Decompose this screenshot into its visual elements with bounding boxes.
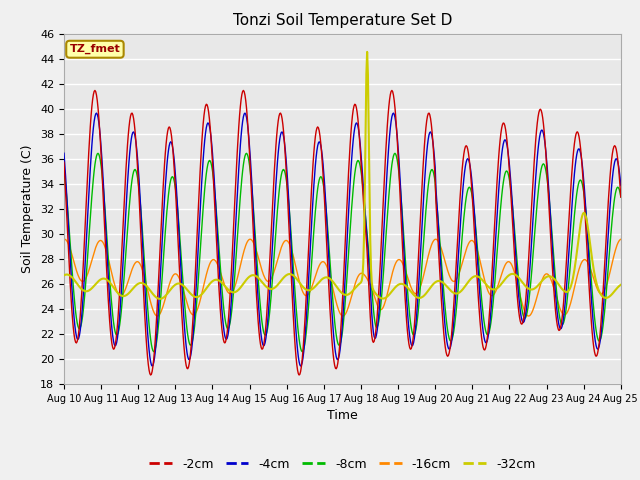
-16cm <box>207 259 215 264</box>
-4cm <box>60 150 68 156</box>
-8cm <box>208 163 216 169</box>
-8cm <box>184 332 191 338</box>
Text: TZ_fmet: TZ_fmet <box>70 44 120 54</box>
-2cm <box>147 372 154 378</box>
-32cm <box>207 280 215 286</box>
Line: -8cm: -8cm <box>64 153 621 352</box>
-32cm <box>335 287 342 292</box>
Legend: -2cm, -4cm, -8cm, -16cm, -32cm: -2cm, -4cm, -8cm, -16cm, -32cm <box>145 453 540 476</box>
-16cm <box>444 267 451 273</box>
Line: -32cm: -32cm <box>64 52 621 299</box>
-8cm <box>568 250 575 255</box>
-32cm <box>156 296 164 302</box>
-16cm <box>525 313 532 319</box>
-4cm <box>208 141 216 147</box>
-4cm <box>617 183 625 189</box>
-16cm <box>617 237 625 242</box>
-4cm <box>184 354 191 360</box>
-8cm <box>390 153 397 159</box>
-4cm <box>148 363 156 369</box>
-4cm <box>335 352 343 358</box>
-2cm <box>335 347 343 353</box>
-8cm <box>445 332 452 337</box>
-2cm <box>91 87 99 93</box>
-32cm <box>445 285 452 291</box>
Line: -4cm: -4cm <box>64 113 621 366</box>
-4cm <box>93 110 100 116</box>
-4cm <box>445 345 452 351</box>
-4cm <box>568 212 575 218</box>
-32cm <box>364 49 371 55</box>
-2cm <box>208 146 216 152</box>
-32cm <box>617 282 625 288</box>
-16cm <box>60 237 68 242</box>
-16cm <box>568 298 575 303</box>
-2cm <box>184 366 191 372</box>
-16cm <box>61 236 68 242</box>
-32cm <box>568 282 575 288</box>
Y-axis label: Soil Temperature (C): Soil Temperature (C) <box>22 144 35 273</box>
-2cm <box>617 194 625 200</box>
-8cm <box>335 342 343 348</box>
-2cm <box>568 177 575 183</box>
-32cm <box>183 287 191 292</box>
Line: -16cm: -16cm <box>64 239 621 316</box>
-8cm <box>150 349 157 355</box>
-8cm <box>94 150 102 156</box>
-16cm <box>183 300 191 306</box>
-4cm <box>390 110 397 116</box>
-16cm <box>335 307 342 312</box>
-8cm <box>617 194 625 200</box>
Title: Tonzi Soil Temperature Set D: Tonzi Soil Temperature Set D <box>233 13 452 28</box>
-2cm <box>60 159 68 165</box>
-8cm <box>60 168 68 174</box>
-2cm <box>390 92 397 98</box>
-32cm <box>60 273 68 278</box>
-2cm <box>445 353 452 359</box>
-32cm <box>390 287 397 292</box>
-16cm <box>389 269 397 275</box>
Line: -2cm: -2cm <box>64 90 621 375</box>
X-axis label: Time: Time <box>327 409 358 422</box>
